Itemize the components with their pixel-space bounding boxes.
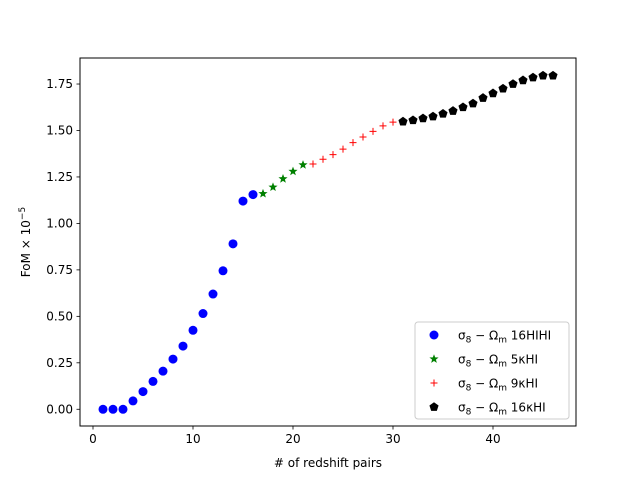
legend: σ8 − Ωm 16HIHI σ8 − Ωm 5κHI σ8 − Ωm 9κHI σ8… (414, 321, 570, 420)
data-point-series-2 (288, 166, 298, 176)
y-tick-label: 1.75 (46, 77, 73, 91)
data-point-series-2 (298, 160, 308, 169)
y-tick-label: 0.50 (46, 310, 73, 324)
x-tick-label: 40 (485, 432, 500, 446)
y-tick-label: 1.25 (46, 170, 73, 184)
data-point-series-1 (228, 239, 238, 249)
data-point-series-3 (329, 151, 337, 159)
y-tick-label: 1.50 (46, 124, 73, 138)
data-point-series-1 (128, 396, 138, 406)
data-point-series-4 (498, 83, 508, 93)
data-point-series-4 (428, 111, 438, 121)
x-tick-label: 20 (285, 432, 300, 446)
data-point-series-1 (208, 289, 218, 299)
legend-label-series-1: σ8 − Ωm 16HIHI (458, 329, 551, 346)
plot-marks (98, 70, 558, 414)
data-point-series-3 (309, 160, 317, 168)
data-point-series-4 (488, 88, 498, 98)
y-tick-label: 0.75 (46, 263, 73, 277)
data-point-series-1 (168, 354, 178, 364)
legend-label-series-4: σ8 − Ωm 16κHI (458, 401, 546, 418)
data-point-series-4 (478, 93, 488, 102)
data-point-series-1 (178, 341, 188, 351)
data-point-series-3 (319, 155, 327, 163)
data-point-series-4 (518, 75, 528, 85)
data-point-series-1 (118, 404, 128, 414)
y-tick-label: 0.25 (46, 356, 73, 370)
y-tick-label: 0.00 (46, 402, 73, 416)
legend-marker-series-2 (429, 354, 439, 363)
data-point-series-1 (198, 309, 208, 319)
data-point-series-2 (278, 174, 288, 183)
data-point-series-3 (369, 127, 377, 135)
x-axis-label: # of redshift pairs (274, 456, 382, 470)
x-tick-label: 10 (185, 432, 200, 446)
data-point-series-2 (268, 182, 278, 192)
data-point-series-4 (508, 79, 518, 88)
data-point-series-1 (158, 366, 168, 376)
data-point-series-4 (398, 116, 408, 126)
data-point-series-1 (148, 376, 158, 386)
legend-marker-series-1 (429, 330, 439, 340)
data-point-series-4 (458, 102, 468, 112)
x-axis-ticks: 0 10 20 30 40 (89, 426, 501, 446)
data-point-series-4 (438, 108, 448, 118)
y-axis-label-base: FoM × 10 (19, 220, 33, 277)
data-point-series-2 (258, 188, 268, 198)
y-axis-label-exponent: −5 (18, 207, 28, 220)
data-point-series-4 (548, 70, 558, 80)
data-point-series-3 (349, 139, 357, 147)
legend-marker-series-3 (430, 379, 438, 387)
data-point-series-1 (248, 190, 258, 200)
data-point-series-4 (538, 70, 548, 80)
data-point-series-1 (98, 404, 108, 414)
data-point-series-1 (138, 387, 148, 397)
data-point-series-1 (188, 325, 198, 335)
legend-frame (414, 321, 570, 420)
data-point-series-4 (468, 98, 478, 108)
data-point-series-1 (108, 404, 118, 414)
legend-label-series-3: σ8 − Ωm 9κHI (458, 377, 538, 394)
plot-frame (79, 57, 577, 427)
y-tick-label: 1.00 (46, 217, 73, 231)
data-point-series-4 (418, 113, 428, 123)
data-point-series-3 (359, 133, 367, 141)
data-point-series-1 (238, 196, 248, 206)
y-axis-ticks: 0.00 0.25 0.50 0.75 1.00 1.25 1.50 1.75 (46, 77, 80, 416)
data-point-series-4 (528, 72, 538, 82)
x-tick-label: 0 (89, 432, 97, 446)
data-point-series-4 (408, 115, 418, 125)
y-axis-label: FoM × 10−5 (18, 207, 33, 277)
data-point-series-4 (448, 106, 458, 115)
legend-label-series-2: σ8 − Ωm 5κHI (458, 353, 538, 370)
legend-marker-series-4 (429, 402, 439, 411)
data-point-series-3 (389, 118, 397, 126)
data-point-series-3 (379, 122, 387, 130)
data-point-series-1 (218, 266, 228, 276)
data-point-series-3 (339, 145, 347, 153)
x-tick-label: 30 (385, 432, 400, 446)
